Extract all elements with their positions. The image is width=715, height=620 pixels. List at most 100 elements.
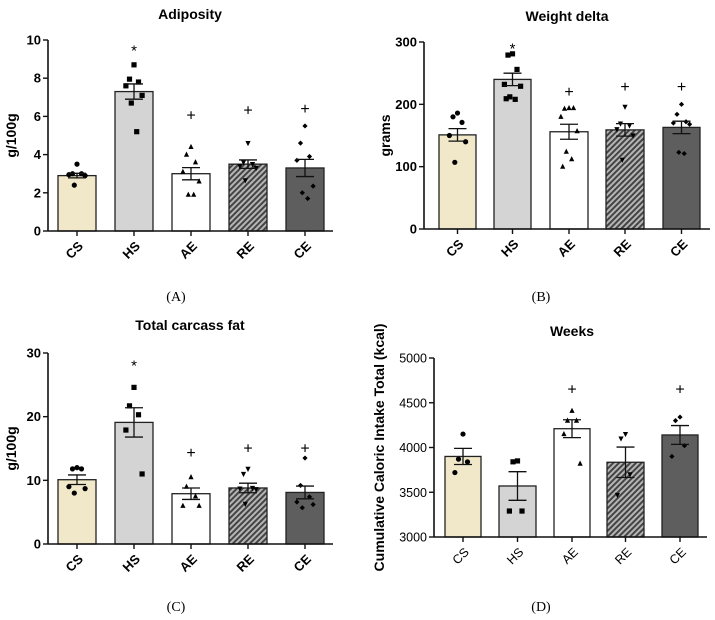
significance-marker: + [620,79,629,96]
x-tick-label: CE [667,236,691,260]
data-point-square [506,508,512,514]
data-point-triangle-up [183,151,190,157]
data-point-triangle-up [196,502,202,508]
significance-marker: + [300,441,309,458]
data-point-square [139,92,145,98]
data-point-diamond [299,190,305,196]
panel-b: Weight delta (B) grams * + + +0 100 200 300 CS HS AE… [377,8,710,305]
data-point-square [509,51,516,57]
x-tick-label: HS [504,545,526,567]
x-tick-label: CE [667,545,689,567]
data-point-triangle-down [245,141,251,147]
x-tick-label: CE [291,238,315,262]
data-point-square [134,129,140,135]
data-point-triangle-up [192,159,199,165]
data-point-triangle-up [188,474,194,480]
data-point-triangle-down [622,104,628,110]
data-point-triangle-down [627,472,633,478]
data-point-diamond [302,123,308,129]
data-point-triangle-up [558,113,564,119]
data-point-circle [82,173,88,179]
y-tick-label: 300 [395,35,417,50]
data-point-triangle-down [237,163,243,170]
data-point-diamond [294,157,300,163]
data-point-square [126,403,133,409]
data-point-circle [78,466,85,472]
bar-ae [171,493,211,545]
data-point-triangle-up [574,128,580,134]
data-point-diamond [302,455,308,461]
data-point-diamond [677,414,683,420]
x-tick-label: RE [612,545,634,567]
x-tick-label: CS [63,238,87,262]
data-point-triangle-down [249,162,256,168]
data-point-diamond [306,153,313,160]
data-point-triangle-up [185,191,191,197]
y-tick-label: 4500 [399,396,427,410]
bar-ae [171,173,211,232]
y-tick-label: 10 [27,33,41,48]
data-point-circle [460,431,466,437]
data-point-diamond [299,505,305,511]
data-point-circle [454,110,461,116]
data-point-triangle-up [180,502,186,508]
x-tick-label: HS [498,236,522,260]
bar-hs [493,78,532,230]
significance-marker: + [186,445,195,462]
data-point-circle [452,469,458,476]
data-point-square [123,427,129,433]
data-point-diamond [672,418,679,424]
data-point-diamond [669,453,675,460]
data-point-square [131,384,137,390]
x-tick-label: CS [450,545,472,567]
data-point-circle [459,119,465,126]
data-point-triangle-up [569,407,575,413]
significance-marker: + [243,441,252,458]
bar-cs [444,455,482,538]
data-point-diamond [687,121,693,127]
data-point-square [505,52,511,58]
data-point-triangle-up [192,493,199,499]
data-point-circle [455,456,462,462]
panel-label: (A) [166,290,186,305]
data-point-circle [69,466,76,472]
data-point-triangle-down [622,431,629,438]
data-point-triangle-down [240,160,247,166]
data-point-triangle-up [191,191,197,197]
data-point-triangle-up [566,104,572,111]
significance-marker: * [131,358,137,375]
data-point-square [139,471,145,477]
bar-re [228,487,268,545]
bar-cs [57,174,97,232]
y-axis-label: g/100g [3,426,19,470]
y-tick-label: 20 [27,409,41,424]
significance-marker: + [675,381,684,398]
data-point-diamond [678,101,685,107]
y-tick-label: 4000 [399,441,427,455]
panel-label: (C) [167,600,186,615]
data-point-square [126,76,133,82]
panel-c: Total carcass fat (C) g/100g * + + +0 10 20 30 CS H… [3,317,333,615]
data-point-square [501,81,507,87]
chart-title: Weeks [550,323,594,339]
data-point-triangle-up [570,104,577,111]
data-point-triangle-up [561,430,567,437]
data-point-circle [74,465,80,471]
data-point-circle [71,490,77,496]
data-point-triangle-down [614,127,620,133]
bar-ae [549,131,589,230]
data-point-diamond [681,150,687,157]
x-tick-label: HS [120,238,144,262]
data-point-square [512,96,518,102]
data-point-triangle-down [626,123,633,129]
data-point-triangle-up [577,460,583,466]
data-point-square [514,66,520,73]
x-tick-label: CS [63,551,87,575]
bar-re [228,163,268,232]
y-tick-label: 0 [34,224,41,239]
y-tick-label: 0 [410,222,417,237]
y-tick-label: 200 [395,97,417,112]
bar-ae [553,428,591,538]
x-tick-label: RE [234,238,258,262]
data-point-diamond [305,195,311,202]
